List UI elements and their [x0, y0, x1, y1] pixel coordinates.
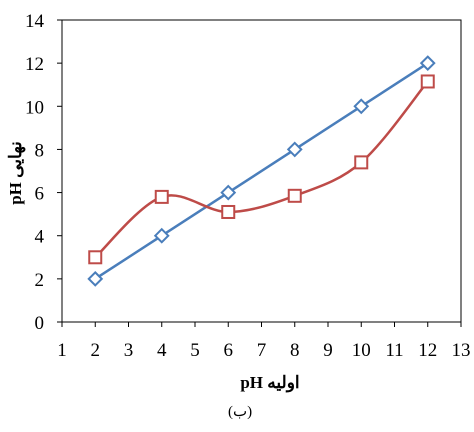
series-1-point [419, 55, 436, 72]
series-1-line [94, 62, 429, 280]
y-axis-label: نهایی pH [6, 141, 26, 205]
x-tick-label: 3 [124, 340, 134, 361]
x-tick-label: 4 [157, 340, 167, 361]
x-tick-label: 13 [452, 340, 471, 361]
series-1-point [87, 270, 104, 287]
x-tick-label: 7 [257, 340, 267, 361]
y-tick-label: 2 [35, 270, 45, 291]
series-1-point [153, 227, 170, 244]
series-2 [88, 74, 435, 265]
y-tick-label: 6 [35, 184, 45, 205]
x-tick-label: 11 [385, 340, 403, 361]
x-tick-label: 12 [418, 340, 437, 361]
series-2-point [420, 74, 435, 89]
series-2-point [221, 204, 236, 219]
series-1-point [220, 184, 237, 201]
y-tick-label: 14 [25, 11, 45, 32]
y-tick-label: 12 [25, 54, 44, 75]
x-tick-label: 10 [352, 340, 371, 361]
x-tick-label: 1 [57, 340, 67, 361]
series-2-point [88, 250, 103, 265]
x-tick-label: 2 [91, 340, 101, 361]
series-1-point [286, 141, 303, 158]
series-2-line [94, 80, 429, 259]
y-tick-label: 4 [35, 227, 45, 248]
series-2-point [354, 155, 369, 170]
series-2-point [287, 188, 302, 203]
y-tick-label: 0 [35, 313, 45, 334]
y-tick-label: 10 [25, 97, 44, 118]
series-layer [87, 55, 436, 287]
x-tick-label: 8 [290, 340, 300, 361]
x-tick-label: 6 [224, 340, 234, 361]
series-1 [87, 55, 436, 287]
series-2-point [154, 189, 169, 204]
y-tick-label: 8 [35, 140, 45, 161]
series-1-point [353, 98, 370, 115]
figure-caption: (ب) [228, 404, 252, 420]
x-tick-label: 5 [190, 340, 200, 361]
x-tick-label: 9 [323, 340, 333, 361]
x-axis-label: اولیه pH [240, 373, 299, 393]
